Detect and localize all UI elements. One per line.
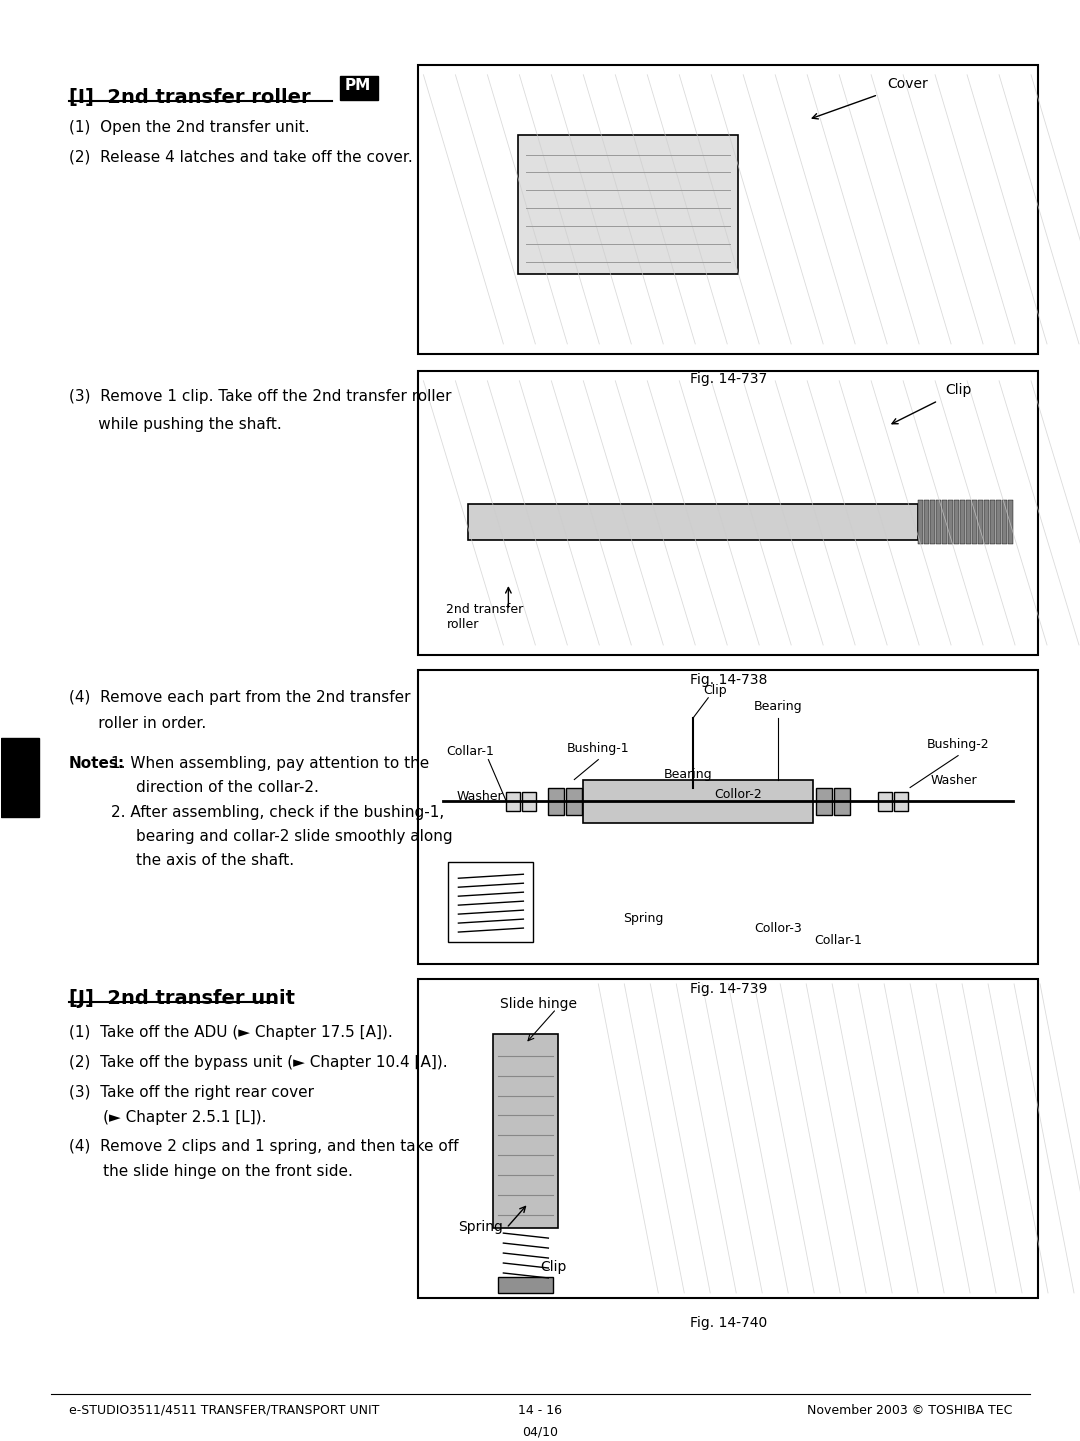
Text: Spring: Spring [458,1221,503,1233]
Text: Washer: Washer [457,790,503,803]
Text: Slide hinge: Slide hinge [500,997,578,1010]
Bar [469,504,918,540]
Bar [518,134,739,274]
Text: Washer: Washer [931,774,977,787]
Text: Fig. 14-740: Fig. 14-740 [690,1316,767,1330]
Bar [878,791,892,811]
Bar [972,500,977,545]
Text: roller in order.: roller in order. [69,716,206,731]
Text: e-STUDIO3511/4511 TRANSFER/TRANSPORT UNIT: e-STUDIO3511/4511 TRANSFER/TRANSPORT UNI… [69,1404,379,1417]
Bar [960,500,966,545]
Bar [498,1277,553,1293]
Text: Clip: Clip [540,1259,567,1274]
Bar [418,65,1038,354]
Bar [984,500,989,545]
Text: Collor-2: Collor-2 [714,788,762,801]
Text: [J]  2nd transfer unit: [J] 2nd transfer unit [69,989,295,1007]
Text: Fig. 14-739: Fig. 14-739 [689,981,767,996]
Text: (3)  Remove 1 clip. Take off the 2nd transfer roller: (3) Remove 1 clip. Take off the 2nd tran… [69,389,451,403]
Bar [924,500,929,545]
Text: 2. After assembling, check if the bushing-1,: 2. After assembling, check if the bushin… [110,806,444,820]
Bar [340,76,378,99]
Bar [996,500,1001,545]
Bar [834,788,850,816]
Text: Collar-1: Collar-1 [814,934,862,947]
Text: (3)  Take off the right rear cover: (3) Take off the right rear cover [69,1085,313,1099]
Text: while pushing the shaft.: while pushing the shaft. [69,416,282,432]
Text: Clip: Clip [945,383,971,396]
Bar [507,791,521,811]
Text: [I]  2nd transfer roller: [I] 2nd transfer roller [69,88,310,107]
Bar [549,788,565,816]
Text: Collar-1: Collar-1 [446,745,495,758]
Text: (2)  Take off the bypass unit (► Chapter 10.4 [A]).: (2) Take off the bypass unit (► Chapter … [69,1055,447,1069]
Bar [566,788,582,816]
Bar [494,1033,558,1228]
Text: 2nd transfer
roller: 2nd transfer roller [446,604,524,631]
Bar [967,500,971,545]
Bar [942,500,947,545]
Bar [954,500,959,545]
Bar [894,791,908,811]
Bar [978,500,983,545]
Text: Spring: Spring [623,912,663,925]
Text: (2)  Release 4 latches and take off the cover.: (2) Release 4 latches and take off the c… [69,150,413,164]
Text: 04/10: 04/10 [523,1425,558,1438]
Bar [418,670,1038,964]
Text: 14: 14 [4,772,36,793]
Text: Bushing-1: Bushing-1 [567,742,630,755]
Bar [1,738,39,817]
Text: 1. When assembling, pay attention to the: 1. When assembling, pay attention to the [110,755,429,771]
Text: Fig. 14-737: Fig. 14-737 [690,372,767,386]
Bar [816,788,833,816]
Text: Collor-3: Collor-3 [754,922,802,935]
Text: the axis of the shaft.: the axis of the shaft. [136,853,294,869]
Text: direction of the collar-2.: direction of the collar-2. [136,780,319,794]
Bar [936,500,941,545]
Text: Cover: Cover [888,76,929,91]
Text: Clip: Clip [703,684,727,697]
Text: (1)  Open the 2nd transfer unit.: (1) Open the 2nd transfer unit. [69,120,309,134]
Text: Bearing: Bearing [664,768,713,781]
Text: Bushing-2: Bushing-2 [927,738,989,751]
Text: Fig. 14-738: Fig. 14-738 [689,673,767,687]
Text: (4)  Remove each part from the 2nd transfer: (4) Remove each part from the 2nd transf… [69,690,410,705]
Text: November 2003 © TOSHIBA TEC: November 2003 © TOSHIBA TEC [807,1404,1012,1417]
Bar [930,500,935,545]
Bar [1008,500,1013,545]
Bar [990,500,995,545]
Bar [448,862,534,942]
Bar [1002,500,1007,545]
Text: (1)  Take off the ADU (► Chapter 17.5 [A]).: (1) Take off the ADU (► Chapter 17.5 [A]… [69,1025,392,1040]
Text: the slide hinge on the front side.: the slide hinge on the front side. [69,1164,352,1179]
Text: (4)  Remove 2 clips and 1 spring, and then take off: (4) Remove 2 clips and 1 spring, and the… [69,1140,458,1154]
Bar [523,791,537,811]
Text: bearing and collar-2 slide smoothly along: bearing and collar-2 slide smoothly alon… [136,830,453,844]
Bar [583,780,813,823]
Text: Notes:: Notes: [69,755,125,771]
Bar [918,500,923,545]
Text: PM: PM [345,78,370,92]
Text: (► Chapter 2.5.1 [L]).: (► Chapter 2.5.1 [L]). [69,1110,266,1124]
Bar [948,500,953,545]
Text: 14 - 16: 14 - 16 [518,1404,563,1417]
Bar [418,978,1038,1298]
Text: Bearing: Bearing [754,700,802,713]
Bar [418,370,1038,656]
